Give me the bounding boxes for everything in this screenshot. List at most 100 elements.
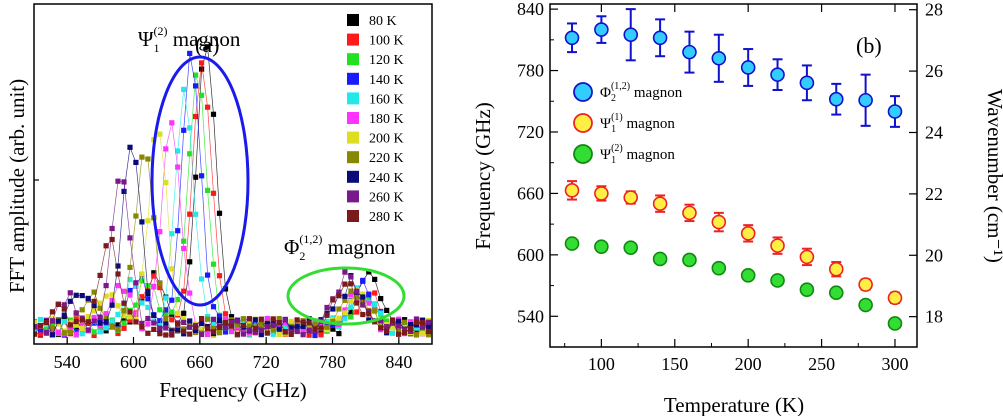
a-spectrum-point bbox=[324, 304, 330, 311]
a-legend-swatch bbox=[347, 33, 359, 46]
a-spectrum-point bbox=[205, 44, 211, 50]
a-spectrum-point bbox=[222, 311, 229, 317]
b-data-point bbox=[858, 297, 873, 313]
a-spectrum-point bbox=[342, 269, 348, 275]
a-spectrum-point bbox=[246, 316, 252, 322]
a-spectrum-point bbox=[342, 281, 348, 287]
a-spectrum-point bbox=[91, 329, 97, 335]
a-x-tick-label: 840 bbox=[385, 352, 412, 372]
a-spectrum-point bbox=[121, 315, 127, 322]
a-spectrum-point bbox=[193, 324, 199, 330]
a-spectrum-point bbox=[133, 213, 139, 219]
a-spectrum-point bbox=[49, 332, 55, 338]
a-spectrum-point bbox=[79, 325, 85, 331]
a-spectrum-point bbox=[193, 72, 199, 78]
a-spectrum-point bbox=[354, 309, 360, 315]
a-spectrum-point bbox=[26, 330, 31, 335]
b-x-tick-label: 250 bbox=[808, 354, 835, 374]
a-spectrum-point bbox=[103, 328, 109, 334]
a-spectrum-point bbox=[348, 274, 354, 280]
a-spectrum-point bbox=[264, 330, 270, 336]
a-spectrum-point bbox=[121, 308, 127, 314]
a-spectrum-point bbox=[73, 310, 79, 316]
a-spectrum-point bbox=[210, 329, 217, 335]
a-spectrum-point bbox=[330, 306, 336, 312]
b-data-point bbox=[770, 273, 785, 288]
a-spectrum-point bbox=[67, 290, 73, 296]
a-spectrum-point bbox=[109, 225, 115, 232]
b-data-point bbox=[564, 30, 580, 46]
a-spectrum-point bbox=[121, 188, 127, 194]
a-spectrum-point bbox=[366, 269, 372, 275]
a-spectrum-point bbox=[360, 299, 366, 305]
a-spectrum-point bbox=[163, 315, 169, 322]
a-spectrum-point bbox=[187, 331, 193, 337]
a-spectrum-point bbox=[163, 325, 169, 331]
a-spectrum-point bbox=[210, 325, 217, 332]
a-spectrum-point bbox=[139, 300, 145, 306]
a-spectrum-point bbox=[205, 326, 211, 332]
b-data-point bbox=[682, 205, 697, 221]
b-right-tick-label: 24 bbox=[925, 122, 943, 142]
a-spectrum-point bbox=[330, 322, 336, 328]
a-legend-label: 80 K bbox=[369, 14, 397, 29]
a-spectrum-point bbox=[91, 332, 97, 338]
a-spectrum-point bbox=[85, 314, 91, 320]
a-spectrum-point bbox=[145, 156, 151, 162]
a-spectrum-point bbox=[26, 323, 31, 328]
a-spectrum-point bbox=[210, 321, 217, 327]
a-spectrum-point bbox=[73, 292, 79, 298]
a-spectrum-point bbox=[91, 289, 97, 295]
a-spectrum-point bbox=[85, 327, 91, 333]
b-data-point bbox=[711, 50, 727, 66]
a-spectrum-point bbox=[354, 288, 360, 294]
a-spectrum-point bbox=[193, 174, 199, 180]
a-spectrum-point bbox=[26, 316, 31, 321]
a-spectrum-point bbox=[133, 319, 139, 325]
a-spectrum-point bbox=[79, 317, 85, 323]
a-spectrum-point bbox=[175, 228, 181, 234]
a-spectrum-point bbox=[115, 283, 121, 289]
a-spectrum-point bbox=[282, 324, 288, 330]
a-spectrum-point bbox=[228, 323, 235, 329]
a-spectrum-point bbox=[115, 311, 121, 317]
a-spectrum-point bbox=[342, 316, 348, 322]
a-spectrum-point bbox=[408, 328, 414, 334]
a-spectrum-point bbox=[318, 325, 324, 331]
a-spectrum-point bbox=[384, 324, 390, 330]
a-legend-swatch bbox=[347, 210, 359, 222]
panel-a: 540 600 660 720 780 840 (a) Frequency (GHz) F… bbox=[5, 3, 433, 402]
a-spectrum-point bbox=[157, 307, 163, 313]
a-legend-swatch bbox=[347, 190, 359, 203]
a-spectrum-point bbox=[294, 317, 300, 323]
a-spectrum-point bbox=[97, 305, 103, 311]
a-spectrum-point bbox=[67, 298, 73, 304]
a-spectrum-point bbox=[264, 327, 270, 333]
a-legend-label: 240 K bbox=[369, 171, 404, 186]
a-spectrum-point bbox=[282, 329, 288, 335]
a-spectrum-point bbox=[234, 331, 240, 337]
a-spectrum-point bbox=[258, 316, 264, 322]
a-spectrum-point bbox=[205, 272, 211, 278]
a-spectrum-point bbox=[258, 327, 264, 333]
a-spectrum-point bbox=[91, 308, 97, 314]
a-spectrum-point bbox=[61, 330, 67, 336]
b-data-point bbox=[740, 268, 756, 283]
a-spectrum-point bbox=[193, 113, 199, 120]
a-spectrum-point bbox=[127, 317, 133, 323]
a-legend-swatch bbox=[347, 131, 359, 144]
a-spectrum-point bbox=[37, 331, 43, 337]
b-legend-marker bbox=[573, 113, 593, 133]
a-spectrum-point bbox=[390, 317, 396, 323]
a-x-tick-label: 600 bbox=[120, 352, 147, 372]
a-spectrum-point bbox=[270, 316, 276, 322]
b-data-point bbox=[652, 30, 668, 46]
a-x-tick-label: 780 bbox=[319, 352, 346, 372]
b-right-tick-label: 20 bbox=[925, 245, 943, 265]
a-spectrum-point bbox=[360, 291, 366, 297]
a-spectrum-point bbox=[264, 321, 270, 327]
a-spectrum-point bbox=[139, 219, 145, 225]
b-data-point bbox=[828, 285, 844, 301]
b-data-point bbox=[828, 261, 844, 277]
a-spectrum-point bbox=[402, 319, 408, 325]
